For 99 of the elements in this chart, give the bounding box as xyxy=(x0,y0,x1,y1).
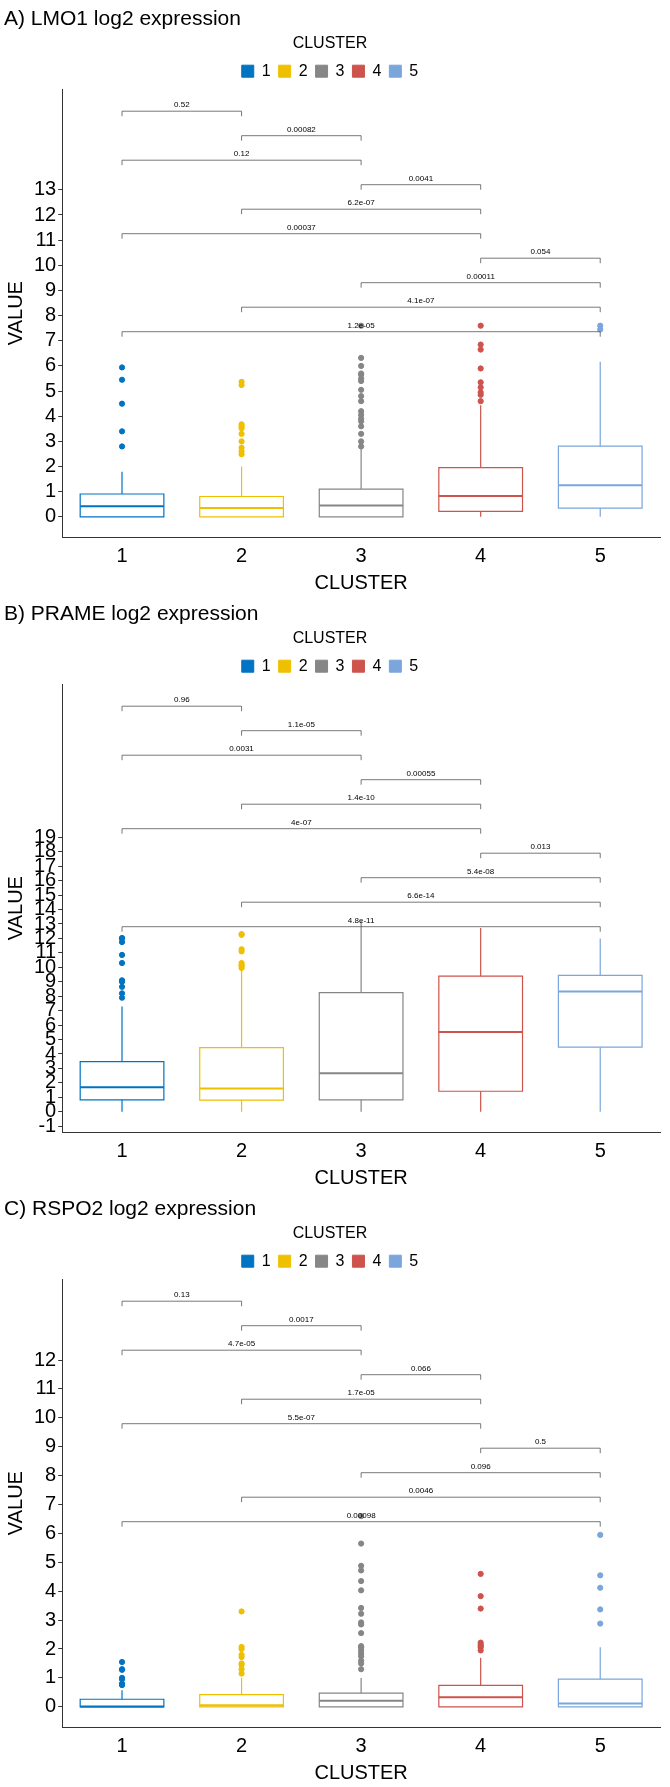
annotation: 0.52 xyxy=(174,100,191,110)
legend-title: CLUSTER xyxy=(292,1224,368,1242)
y-tick-label: 1 xyxy=(45,479,57,502)
annotation: 0.0041 xyxy=(408,173,434,183)
annotation: 4.8e-11 xyxy=(347,915,375,925)
legend-title: CLUSTER xyxy=(292,629,368,647)
y-tick-label: 8 xyxy=(45,303,57,326)
annotation: 0.5 xyxy=(534,1437,547,1447)
annotation: 0.00082 xyxy=(286,124,317,134)
annotation: 0.00037 xyxy=(286,222,317,232)
annotation: 0.013 xyxy=(530,842,551,852)
x-tick-label: 3 xyxy=(355,1138,367,1161)
x-tick-label: 2 xyxy=(236,543,248,566)
annotation: 4e-07 xyxy=(291,817,313,827)
x-axis-title: CLUSTER xyxy=(314,1760,408,1783)
y-tick-label: 4 xyxy=(45,1578,57,1601)
annotation: 1.2e-05 xyxy=(347,320,376,330)
legend-label: 4 xyxy=(372,656,382,674)
annotation: 0.00098 xyxy=(346,1510,377,1520)
y-tick-label: 12 xyxy=(34,202,57,225)
annotation: 1.1e-05 xyxy=(287,719,316,729)
annotation: 0.0046 xyxy=(408,1486,434,1496)
legend-label: 2 xyxy=(298,1251,308,1269)
annotation: 0.96 xyxy=(174,695,191,705)
x-tick-label: 3 xyxy=(355,543,367,566)
y-tick-label: 5 xyxy=(45,1549,57,1572)
annotation: 0.0017 xyxy=(289,1314,315,1324)
x-tick-label: 2 xyxy=(236,1138,248,1161)
legend-label: 4 xyxy=(372,1251,382,1269)
y-tick-label: 9 xyxy=(45,1434,57,1457)
legend-label: 5 xyxy=(409,656,419,674)
y-tick-label: 6 xyxy=(45,353,57,376)
annotation: 0.0031 xyxy=(229,744,255,754)
x-tick-label: 1 xyxy=(116,543,128,566)
y-tick-label: 11 xyxy=(35,1376,57,1399)
y-tick-label: 0 xyxy=(45,504,57,527)
annotation: 5.4e-08 xyxy=(467,866,495,876)
y-tick-label: 2 xyxy=(45,1636,57,1659)
y-tick-label: 0 xyxy=(45,1694,57,1717)
y-axis-title: VALUE xyxy=(3,1471,26,1536)
annotation: 0.096 xyxy=(470,1461,492,1471)
legend-label: 1 xyxy=(261,61,271,79)
x-tick-label: 1 xyxy=(116,1733,128,1756)
y-tick-label: 13 xyxy=(34,177,57,200)
y-tick-label: 10 xyxy=(34,1405,57,1428)
annotation: 0.13 xyxy=(174,1290,191,1300)
y-tick-label: 10 xyxy=(34,252,57,275)
x-tick-label: 2 xyxy=(236,1733,248,1756)
y-tick-label: 2 xyxy=(45,454,57,477)
x-tick-label: 3 xyxy=(355,1733,367,1756)
legend-label: 3 xyxy=(335,61,345,79)
legend-label: 1 xyxy=(261,656,271,674)
x-axis-title: CLUSTER xyxy=(314,1165,408,1188)
x-tick-label: 5 xyxy=(594,543,606,566)
annotation: 4.7e-05 xyxy=(228,1339,256,1349)
y-tick-label: 8 xyxy=(45,1463,57,1486)
legend-label: 2 xyxy=(298,656,308,674)
x-tick-label: 1 xyxy=(116,1138,128,1161)
annotation: 0.12 xyxy=(233,149,250,159)
x-axis-title: CLUSTER xyxy=(314,570,408,593)
annotation: 0.00055 xyxy=(406,768,436,778)
annotation: 6.2e-07 xyxy=(347,198,376,208)
annotation: 1.4e-10 xyxy=(347,793,376,803)
y-tick-label: 11 xyxy=(35,227,57,250)
annotation: 0.054 xyxy=(530,247,551,257)
y-tick-label: 7 xyxy=(45,1492,57,1515)
y-tick-label: 5 xyxy=(45,378,57,401)
legend-label: 4 xyxy=(372,61,382,79)
y-tick-label: 6 xyxy=(45,1520,57,1543)
x-tick-label: 4 xyxy=(475,1733,487,1756)
annotation: 0.066 xyxy=(410,1363,432,1373)
legend-label: 3 xyxy=(335,1251,345,1269)
y-tick-label: 1 xyxy=(45,1665,57,1688)
legend-label: 5 xyxy=(409,1251,419,1269)
annotation: 0.00011 xyxy=(466,271,496,281)
legend-label: 2 xyxy=(298,61,308,79)
x-tick-label: 4 xyxy=(475,543,487,566)
y-tick-label: 12 xyxy=(34,1347,57,1370)
annotation: 5.5e-07 xyxy=(287,1412,316,1422)
y-tick-label: 7 xyxy=(45,328,57,351)
x-tick-label: 5 xyxy=(594,1138,606,1161)
legend-label: 1 xyxy=(261,1251,271,1269)
chart-title: A) LMO1 log2 expression xyxy=(3,5,242,31)
y-axis-title: VALUE xyxy=(3,876,26,941)
chart-title: C) RSPO2 log2 expression xyxy=(3,1195,258,1221)
chart-title: B) PRAME log2 expression xyxy=(3,600,260,626)
annotation: 1.7e-05 xyxy=(347,1388,376,1398)
y-tick-label: 3 xyxy=(45,1607,57,1630)
legend-label: 5 xyxy=(409,61,419,79)
x-tick-label: 5 xyxy=(594,1733,606,1756)
annotation: 6.6e-14 xyxy=(407,891,436,901)
y-tick-label: 4 xyxy=(45,403,57,426)
annotation: 4.1e-07 xyxy=(407,296,436,306)
y-tick-label: 9 xyxy=(45,277,57,300)
y-axis-title: VALUE xyxy=(3,281,26,346)
y-tick-label: 3 xyxy=(45,428,57,451)
legend-title: CLUSTER xyxy=(292,34,368,52)
x-tick-label: 4 xyxy=(475,1138,487,1161)
legend-label: 3 xyxy=(335,656,345,674)
